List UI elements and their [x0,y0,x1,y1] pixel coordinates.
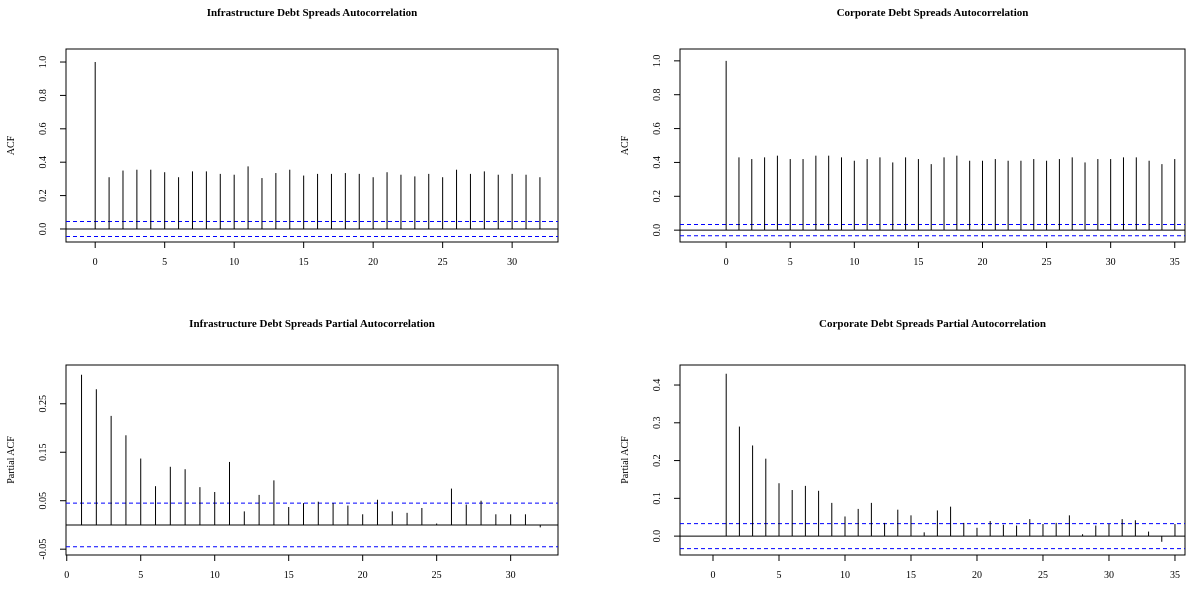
x-tick-label: 10 [210,570,220,581]
x-tick-label: 10 [849,257,859,268]
y-tick-label: 0.25 [38,395,49,413]
x-tick-label: 0 [724,257,729,268]
plot-frame [65,364,559,556]
y-tick-label: 0.05 [38,492,49,510]
x-tick-label: 20 [977,257,987,268]
y-tick-label: 0.8 [38,89,49,102]
x-tick-label: 5 [776,570,781,581]
y-tick-label: 0.4 [652,156,663,169]
y-tick-label: 1.0 [652,55,663,68]
x-tick-label: 30 [1106,257,1116,268]
y-tick-label: 0.15 [38,443,49,461]
x-tick-label: 5 [162,257,167,268]
panel-title: Infrastructure Debt Spreads Partial Auto… [189,318,435,330]
x-tick-label: 20 [972,570,982,581]
x-tick-label: 5 [788,257,793,268]
y-tick-label: 0.8 [652,88,663,101]
x-tick-label: 0 [64,570,69,581]
y-tick-label: 0.6 [38,123,49,136]
y-tick-label: 0.4 [38,156,49,169]
x-tick-label: 20 [358,570,368,581]
plot-frame [679,364,1186,556]
x-tick-label: 20 [368,257,378,268]
x-tick-label: 25 [1042,257,1052,268]
y-axis-label: Partial ACF [6,436,17,484]
y-tick-label: 0.2 [38,189,49,202]
y-axis-label: Partial ACF [620,436,631,484]
x-tick-label: 35 [1170,257,1180,268]
y-tick-label: 0.0 [38,223,49,236]
x-tick-label: 25 [438,257,448,268]
plot-frame [65,48,559,243]
plot-frame [679,48,1186,243]
acf-panel: Corporate Debt Spreads Partial Autocorre… [620,318,1186,581]
x-tick-label: 15 [906,570,916,581]
y-tick-label: 0.2 [652,454,663,467]
x-tick-label: 5 [138,570,143,581]
x-tick-label: 30 [1104,570,1114,581]
y-tick-label: 0.1 [652,492,663,505]
y-axis-label: ACF [6,135,17,155]
acf-panel: Infrastructure Debt Spreads Partial Auto… [6,318,559,581]
y-axis-label: ACF [620,135,631,155]
x-tick-label: 10 [229,257,239,268]
y-tick-label: -0.05 [38,539,49,560]
y-tick-label: 1.0 [38,56,49,69]
x-tick-label: 15 [299,257,309,268]
x-tick-label: 15 [913,257,923,268]
x-tick-label: 0 [710,570,715,581]
x-tick-label: 25 [1038,570,1048,581]
acf-panel: Infrastructure Debt Spreads Autocorrelat… [6,7,559,268]
x-tick-label: 35 [1170,570,1180,581]
y-tick-label: 0.0 [652,530,663,543]
panel-title: Infrastructure Debt Spreads Autocorrelat… [207,7,418,19]
x-tick-label: 10 [840,570,850,581]
y-tick-label: 0.3 [652,417,663,430]
y-tick-label: 0.0 [652,224,663,237]
panel-title: Corporate Debt Spreads Autocorrelation [837,7,1029,19]
y-tick-label: 0.4 [652,379,663,392]
acf-panel: Corporate Debt Spreads Autocorrelation AC… [620,7,1186,268]
x-tick-label: 30 [507,257,517,268]
y-tick-label: 0.2 [652,190,663,203]
y-tick-label: 0.6 [652,122,663,135]
x-tick-label: 0 [93,257,98,268]
x-tick-label: 30 [506,570,516,581]
panel-title: Corporate Debt Spreads Partial Autocorre… [819,318,1046,330]
x-tick-label: 25 [432,570,442,581]
x-tick-label: 15 [284,570,294,581]
